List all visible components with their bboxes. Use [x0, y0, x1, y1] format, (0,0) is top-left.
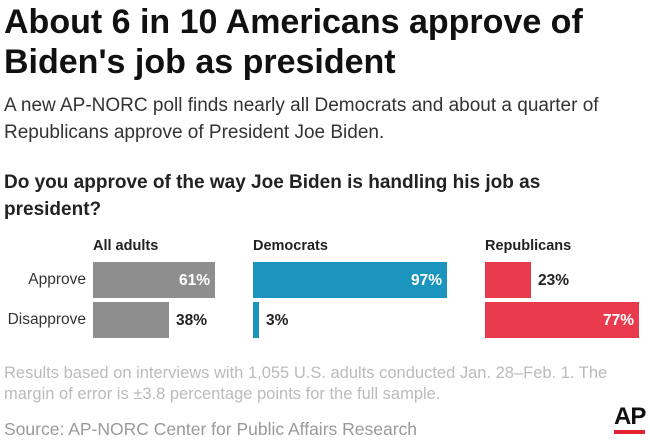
value-label: 38%: [176, 312, 207, 329]
bar: [253, 262, 447, 298]
value-label: 61%: [179, 272, 210, 289]
category-label: Disapprove: [8, 311, 86, 328]
chart: Approve Disapprove All adults 61% 38% Democra…: [8, 238, 639, 338]
logo: AP: [614, 404, 646, 434]
note: Results based on interviews with 1,055 U…: [4, 364, 608, 403]
panel-title: Democrats: [253, 238, 328, 254]
bar: [93, 302, 169, 338]
source: Source: AP-NORC Center for Public Affair…: [4, 419, 418, 439]
value-label: 23%: [538, 272, 569, 289]
bar: [253, 302, 259, 338]
category-label: Approve: [28, 271, 86, 288]
subtitle: A new AP-NORC poll finds nearly all Demo…: [4, 95, 599, 143]
bar: [485, 302, 639, 338]
value-label: 3%: [266, 312, 289, 329]
panel-title: Republicans: [485, 238, 571, 254]
question: Do you approve of the way Joe Biden is h…: [4, 172, 541, 220]
value-label: 97%: [411, 272, 442, 289]
bar: [485, 262, 531, 298]
value-label: 77%: [603, 312, 634, 329]
panel-title: All adults: [93, 238, 158, 254]
title: About 6 in 10 Americans approve of Biden…: [4, 3, 583, 81]
bar: [93, 262, 215, 298]
